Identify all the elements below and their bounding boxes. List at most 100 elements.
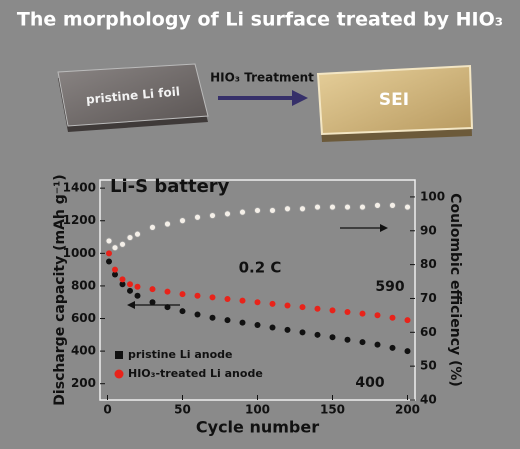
left-slab (57, 63, 209, 132)
data-point (344, 309, 351, 315)
data-point (404, 203, 411, 211)
right-label: SEI (379, 90, 409, 110)
data-point (106, 258, 112, 265)
y-tick-label: 200 (71, 376, 96, 390)
y-axis-label: Discharge capacity (mAh g⁻¹) (52, 174, 68, 405)
data-point (254, 322, 261, 329)
x-tick-label: 0 (103, 403, 111, 417)
data-point (299, 329, 306, 336)
data-point (344, 203, 351, 211)
data-point (329, 203, 336, 211)
y-tick-label: 800 (71, 278, 96, 292)
data-point (269, 207, 276, 214)
data-point (374, 312, 381, 319)
data-point (179, 217, 186, 225)
annotation: 0.2 C (239, 259, 282, 277)
data-point (164, 220, 171, 228)
x-tick-label: 150 (320, 403, 345, 417)
legend-marker (115, 351, 123, 359)
data-point (149, 223, 156, 231)
data-point (224, 295, 231, 302)
data-point (224, 317, 231, 324)
y2-axis-label: Coulombic efficiency (%) (447, 193, 463, 387)
data-point (112, 266, 118, 273)
y-tick-label: 1000 (63, 246, 96, 260)
data-point (179, 308, 186, 315)
data-point (359, 310, 366, 317)
data-point (284, 326, 291, 333)
y2-tick-label: 50 (420, 359, 437, 373)
data-point (284, 302, 291, 309)
data-point (126, 234, 134, 241)
y2-tick-label: 40 (420, 393, 437, 407)
data-point (119, 240, 126, 248)
y2-tick-label: 60 (420, 325, 437, 339)
y2-tick-label: 100 (420, 189, 445, 203)
data-point (111, 244, 119, 252)
y-tick-label: 1400 (63, 181, 96, 195)
y-tick-label: 400 (71, 344, 96, 358)
data-point (389, 201, 396, 209)
data-point (254, 207, 261, 214)
data-point (119, 281, 126, 288)
pointer-arrow (127, 301, 135, 309)
arrow-head (292, 90, 308, 106)
data-point (119, 276, 126, 283)
data-point (329, 307, 336, 314)
data-point (344, 336, 351, 343)
x-axis-label: Cycle number (196, 418, 319, 437)
data-point (149, 299, 156, 306)
legend-label: pristine Li anode (128, 348, 233, 361)
data-point (224, 210, 231, 218)
y2-tick-label: 80 (420, 257, 437, 271)
data-point (194, 311, 201, 318)
x-tick-label: 50 (174, 403, 191, 417)
legend-label: HIO₃-treated Li anode (128, 367, 263, 380)
data-point (209, 294, 216, 301)
pointer-arrow (380, 224, 388, 232)
data-point (239, 319, 246, 326)
data-point (389, 314, 396, 321)
data-point (112, 271, 118, 278)
data-point (299, 205, 306, 213)
data-point (134, 230, 141, 238)
x-tick-label: 100 (245, 403, 270, 417)
arrow-label: HIO₃ Treatment (210, 71, 314, 85)
data-point (404, 317, 411, 324)
y-tick-label: 600 (71, 311, 96, 325)
data-point (374, 341, 381, 348)
data-point (164, 288, 171, 295)
data-point (254, 299, 261, 306)
data-point (179, 291, 186, 298)
data-point (209, 212, 216, 219)
data-point (299, 304, 306, 311)
annotation: 590 (375, 279, 404, 295)
data-point (314, 305, 321, 312)
data-point (314, 203, 321, 211)
data-point (134, 292, 141, 299)
data-point (106, 250, 112, 257)
data-point (269, 300, 276, 307)
data-point (209, 314, 216, 321)
data-point (329, 334, 336, 341)
data-point (134, 283, 141, 290)
right-slab (316, 64, 474, 142)
annotation: 400 (355, 375, 384, 391)
legend-marker (114, 369, 124, 379)
data-point (269, 324, 276, 331)
y2-tick-label: 90 (420, 223, 437, 237)
title: The morphology of Li surface treated by … (17, 9, 503, 31)
data-point (149, 286, 156, 293)
data-point (284, 205, 291, 213)
data-point (374, 201, 381, 209)
data-point (127, 281, 133, 288)
data-point (359, 203, 366, 211)
data-point (239, 297, 246, 304)
x-tick-label: 200 (395, 403, 420, 417)
data-point (239, 208, 246, 216)
data-point (389, 344, 396, 351)
y-tick-label: 1200 (63, 213, 96, 227)
data-point (194, 213, 201, 221)
annotation: Li-S battery (110, 176, 230, 197)
